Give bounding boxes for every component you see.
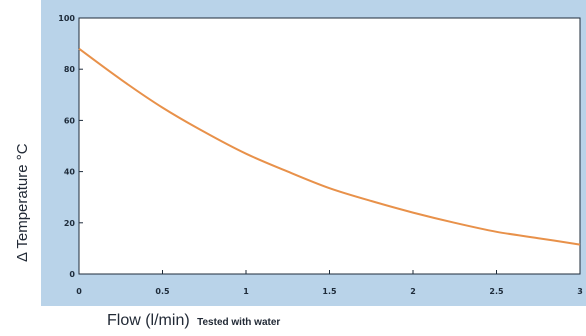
x-axis-ticks: 0 0.5 1 1.5 2 2.5 3 bbox=[76, 270, 583, 296]
y-tick-label: 80 bbox=[64, 65, 76, 74]
y-tick-label: 40 bbox=[64, 168, 76, 177]
y-tick-label: 0 bbox=[69, 270, 75, 279]
x-tick-label: 3 bbox=[577, 287, 583, 296]
y-axis-ticks: 0 20 40 60 80 100 bbox=[58, 14, 83, 279]
series-line bbox=[78, 47, 581, 246]
x-tick-label: 2 bbox=[410, 287, 416, 296]
x-axis-label-group: Flow (l/min) Tested with water bbox=[107, 312, 280, 330]
x-tick-label: 0 bbox=[76, 287, 82, 296]
x-tick-label: 1.5 bbox=[322, 287, 337, 296]
x-tick-label: 1 bbox=[243, 287, 249, 296]
plot-area bbox=[78, 17, 581, 275]
y-tick-label: 60 bbox=[64, 116, 76, 125]
y-tick-label: 100 bbox=[58, 14, 75, 23]
x-tick-label: 0.5 bbox=[155, 287, 170, 296]
x-axis-label: Flow (l/min) bbox=[107, 312, 190, 329]
x-tick-label: 2.5 bbox=[489, 287, 504, 296]
x-axis-note: Tested with water bbox=[197, 317, 281, 328]
y-axis-label: Δ Temperature °C bbox=[14, 143, 31, 262]
y-tick-label: 20 bbox=[64, 219, 76, 228]
